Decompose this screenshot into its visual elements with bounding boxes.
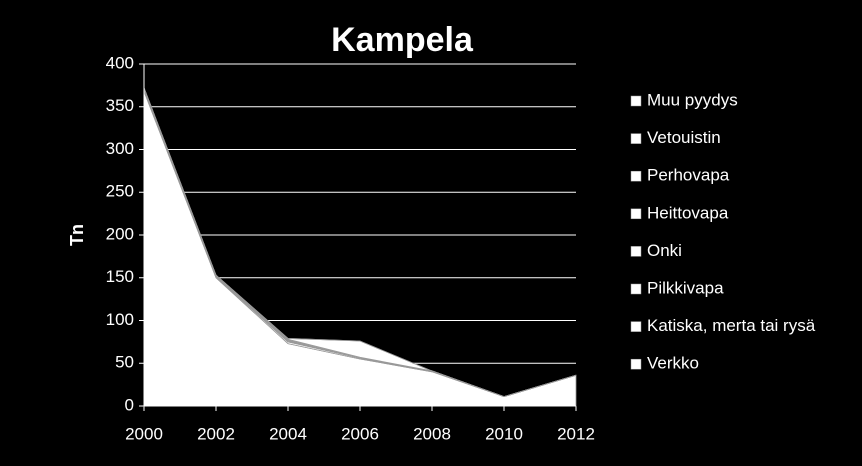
x-tick-label: 2010 bbox=[485, 424, 523, 443]
legend-label: Pilkkivapa bbox=[647, 278, 724, 297]
x-tick-label: 2004 bbox=[269, 424, 307, 443]
y-tick-label: 200 bbox=[106, 224, 134, 243]
y-tick-label: 150 bbox=[106, 267, 134, 286]
x-tick-label: 2000 bbox=[125, 424, 163, 443]
x-tick-label: 2008 bbox=[413, 424, 451, 443]
area bbox=[143, 87, 577, 398]
y-tick-label: 50 bbox=[115, 353, 134, 372]
legend-label: Verkko bbox=[647, 354, 699, 373]
legend-label: Heittovapa bbox=[647, 203, 729, 222]
x-tick-label: 2002 bbox=[197, 424, 235, 443]
legend-swatch bbox=[630, 208, 642, 220]
y-tick-label: 350 bbox=[106, 96, 134, 115]
legend-swatch bbox=[630, 358, 642, 370]
legend-label: Vetouistin bbox=[647, 128, 721, 147]
legend-swatch bbox=[630, 321, 642, 332]
y-tick-label: 300 bbox=[106, 139, 134, 158]
legend-swatch bbox=[630, 283, 642, 295]
y-tick-label: 250 bbox=[106, 182, 134, 201]
x-tick-label: 2006 bbox=[341, 424, 379, 443]
y-tick-label: 0 bbox=[125, 395, 134, 414]
legend-label: Muu pyydys bbox=[647, 90, 738, 109]
y-tick-label: 400 bbox=[106, 53, 134, 72]
legend-swatch bbox=[630, 133, 642, 144]
chart-title: Kampela bbox=[331, 21, 474, 59]
legend-swatch bbox=[630, 246, 642, 257]
legend-swatch bbox=[630, 170, 642, 182]
legend-label: Onki bbox=[647, 241, 682, 260]
y-tick-label: 100 bbox=[106, 310, 134, 329]
y-axis-label: Tn bbox=[67, 224, 87, 246]
legend-swatch bbox=[630, 95, 642, 107]
legend-label: Katiska, merta tai rysä bbox=[647, 316, 816, 335]
x-tick-label: 2012 bbox=[557, 424, 595, 443]
legend-label: Perhovapa bbox=[647, 166, 730, 185]
